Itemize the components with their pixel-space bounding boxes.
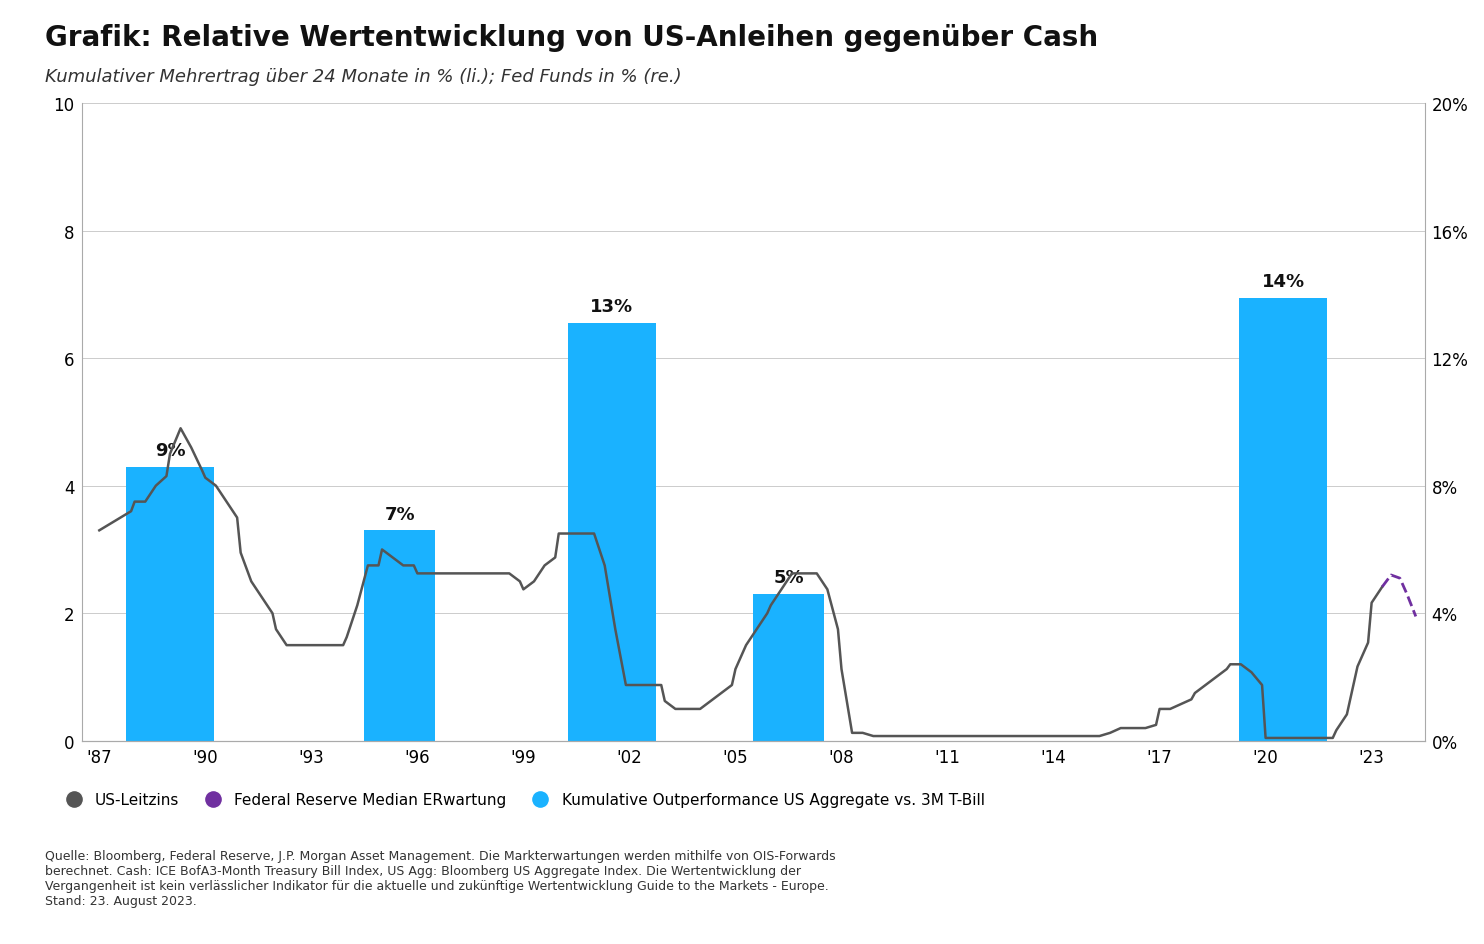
Text: Grafik: Relative Wertentwicklung von US-Anleihen gegenüber Cash: Grafik: Relative Wertentwicklung von US-… [45,24,1098,52]
Text: 14%: 14% [1261,273,1304,291]
Text: Kumulativer Mehrertrag über 24 Monate in % (li.); Fed Funds in % (re.): Kumulativer Mehrertrag über 24 Monate in… [45,68,681,86]
Text: Quelle: Bloomberg, Federal Reserve, J.P. Morgan Asset Management. Die Markterwar: Quelle: Bloomberg, Federal Reserve, J.P.… [45,850,835,907]
Bar [1239,298,1328,741]
Text: 5%: 5% [773,569,804,587]
Text: 7%: 7% [384,505,416,523]
Legend: US-Leitzins, Federal Reserve Median ERwartung, Kumulative Outperformance US Aggr: US-Leitzins, Federal Reserve Median ERwa… [52,786,991,814]
Text: 13%: 13% [591,298,634,316]
Bar [126,467,214,741]
Text: 9%: 9% [154,442,186,460]
Bar [567,324,656,741]
Bar [754,595,824,741]
Bar [365,531,435,741]
